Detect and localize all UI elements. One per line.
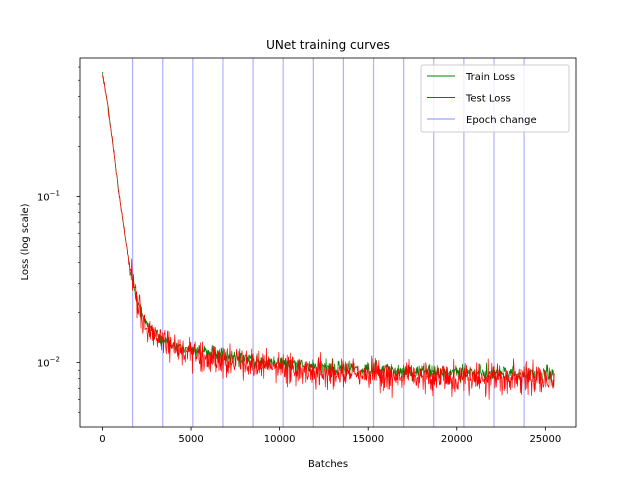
x-tick-label: 15000 xyxy=(352,434,384,445)
y-axis: 10−210−1 xyxy=(37,66,80,413)
x-tick-label: 5000 xyxy=(178,434,203,445)
legend: Train Loss Test Loss Epoch change xyxy=(420,64,570,133)
series-line-test-loss xyxy=(102,75,555,400)
x-tick-label: 10000 xyxy=(264,434,296,445)
x-axis-label: Batches xyxy=(308,459,348,470)
legend-label: Epoch change xyxy=(466,115,537,126)
y-tick-base: 10 xyxy=(37,359,50,370)
y-axis-label: Loss (log scale) xyxy=(20,203,31,280)
series-layer xyxy=(102,71,555,400)
legend-label: Test Loss xyxy=(465,94,511,105)
x-tick-label: 25000 xyxy=(529,434,561,445)
y-tick-base: 10 xyxy=(37,192,50,203)
y-tick-label: 10−1 xyxy=(37,189,60,203)
chart-title: UNet training curves xyxy=(266,38,390,52)
y-tick-exponent: −2 xyxy=(50,356,60,364)
plot-frame xyxy=(79,57,577,428)
x-tick-label: 20000 xyxy=(441,434,473,445)
y-tick-label: 10−2 xyxy=(37,356,60,370)
legend-label: Train Loss xyxy=(465,72,515,83)
legend-box xyxy=(420,64,570,133)
y-tick-exponent: −1 xyxy=(50,189,60,197)
x-tick-label: 0 xyxy=(99,434,105,445)
x-axis: 0 5000 10000 15000 20000 25000 xyxy=(99,427,561,445)
